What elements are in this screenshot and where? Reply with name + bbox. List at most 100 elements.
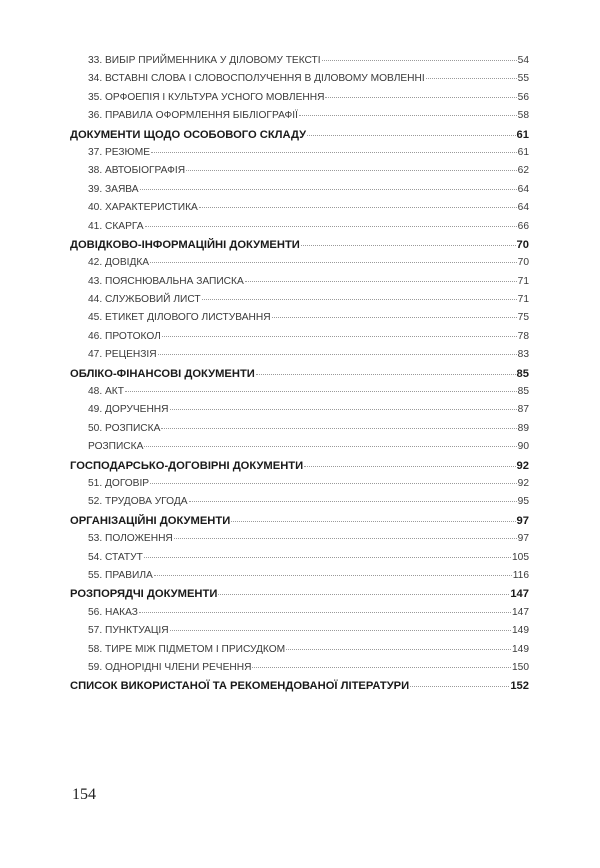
toc-title: 46. ПРОТОКОЛ xyxy=(88,330,161,342)
dot-leader xyxy=(271,317,517,319)
toc-page: 95 xyxy=(517,496,529,508)
toc-page: 97 xyxy=(516,514,529,527)
toc-page: 116 xyxy=(512,569,529,581)
toc-title: 59. ОДНОРІДНІ ЧЛЕНИ РЕЧЕННЯ xyxy=(88,661,252,673)
dot-leader xyxy=(201,299,517,301)
toc-page: 66 xyxy=(517,220,529,232)
toc-title: 45. ЕТИКЕТ ДІЛОВОГО ЛИСТУВАННЯ xyxy=(88,312,271,324)
toc-page: 64 xyxy=(517,183,529,195)
toc-page: 147 xyxy=(512,606,529,618)
toc-section-heading: ОБЛІКО-ФІНАНСОВІ ДОКУМЕНТИ 85 xyxy=(70,365,529,383)
toc-entry: 39. ЗАЯВА 64 xyxy=(70,181,529,199)
toc-title: 48. АКТ xyxy=(88,386,124,398)
toc-title: 56. НАКАЗ xyxy=(88,606,138,618)
dot-leader xyxy=(150,482,517,484)
dot-leader xyxy=(321,60,517,61)
toc-entry: 51. ДОГОВІР 92 xyxy=(70,475,529,493)
dot-leader xyxy=(300,244,516,246)
dot-leader xyxy=(153,574,512,576)
dot-leader xyxy=(173,538,517,540)
toc-page: 75 xyxy=(517,312,529,324)
toc-entry: 57. ПУНКТУАЦІЯ 149 xyxy=(70,622,529,640)
dot-leader xyxy=(161,335,517,337)
toc-title: 54. СТАТУТ xyxy=(88,551,143,563)
dot-leader xyxy=(144,446,517,448)
dot-leader xyxy=(186,170,517,172)
toc-page: 149 xyxy=(512,625,529,637)
toc-page: 55 xyxy=(517,73,529,85)
toc-section-heading: СПИСОК ВИКОРИСТАНОЇ ТА РЕКОМЕНДОВАНОЇ ЛІ… xyxy=(70,677,529,695)
toc-entry: 42. ДОВІДКА 70 xyxy=(70,254,529,272)
toc-entry: 55. ПРАВИЛА 116 xyxy=(70,567,529,585)
toc-page: 64 xyxy=(517,202,529,214)
toc-title: 52. ТРУДОВА УГОДА xyxy=(88,496,188,508)
toc-page: 92 xyxy=(517,477,529,489)
dot-leader xyxy=(198,207,517,209)
toc-title: 33. ВИБІР ПРИЙМЕННИКА У ДІЛОВОМУ ТЕКСТІ xyxy=(88,55,321,66)
dot-leader xyxy=(425,78,517,80)
dot-leader xyxy=(144,225,517,227)
dot-leader xyxy=(286,648,511,650)
toc-entry: 40. ХАРАКТЕРИСТИКА 64 xyxy=(70,199,529,217)
dot-leader xyxy=(150,262,517,264)
toc-title: 47. РЕЦЕНЗІЯ xyxy=(88,349,157,361)
toc-page: 61 xyxy=(516,128,529,141)
toc-title: 35. ОРФОЕПІЯ І КУЛЬТУРА УСНОГО МОВЛЕННЯ xyxy=(88,91,325,103)
toc-title: ДОВІДКОВО-ІНФОРМАЦІЙНІ ДОКУМЕНТИ xyxy=(70,238,300,251)
toc-page: 92 xyxy=(516,459,529,472)
toc-entry: 49. ДОРУЧЕННЯ 87 xyxy=(70,401,529,419)
toc-page: 149 xyxy=(512,643,529,655)
toc-title: 44. СЛУЖБОВИЙ ЛИСТ xyxy=(88,294,201,306)
toc-page: 90 xyxy=(517,441,529,453)
dot-leader xyxy=(138,611,511,613)
toc-entry: 37. РЕЗЮМЕ 61 xyxy=(70,144,529,162)
toc-title: 58. ТИРЕ МІЖ ПІДМЕТОМ І ПРИСУДКОМ xyxy=(88,643,286,655)
toc-page: 71 xyxy=(517,294,529,306)
page-number: 154 xyxy=(72,786,96,803)
toc-page: 150 xyxy=(512,661,529,673)
dot-leader xyxy=(252,666,511,668)
toc-title: 43. ПОЯСНЮВАЛЬНА ЗАПИСКА xyxy=(88,275,244,287)
dot-leader xyxy=(325,96,517,98)
toc-title: 42. ДОВІДКА xyxy=(88,257,150,269)
dot-leader xyxy=(143,556,511,558)
toc-entry: 54. СТАТУТ 105 xyxy=(70,549,529,567)
toc-title: РОЗПИСКА xyxy=(88,441,144,453)
toc-title: 40. ХАРАКТЕРИСТИКА xyxy=(88,202,198,214)
dot-leader xyxy=(307,134,516,136)
dot-leader xyxy=(157,354,517,356)
toc-page: 78 xyxy=(517,330,529,342)
dot-leader xyxy=(231,520,516,522)
toc-entry: 59. ОДНОРІДНІ ЧЛЕНИ РЕЧЕННЯ 150 xyxy=(70,659,529,677)
toc-page: 70 xyxy=(517,257,529,269)
toc-page: 61 xyxy=(517,146,529,158)
dot-leader xyxy=(304,465,516,467)
toc-title: 50. РОЗПИСКА xyxy=(88,422,161,434)
toc-page: 147 xyxy=(510,588,529,601)
dot-leader xyxy=(124,391,517,393)
toc-page: 152 xyxy=(510,680,529,693)
dot-leader xyxy=(244,280,517,282)
dot-leader xyxy=(298,115,517,117)
dot-leader xyxy=(255,373,516,375)
toc-title: ГОСПОДАРСЬКО-ДОГОВІРНІ ДОКУМЕНТИ xyxy=(70,459,304,472)
toc-section-heading: РОЗПОРЯДЧІ ДОКУМЕНТИ 147 xyxy=(70,585,529,603)
toc-title: 51. ДОГОВІР xyxy=(88,477,150,489)
toc-title: ОРГАНІЗАЦІЙНІ ДОКУМЕНТИ xyxy=(70,514,231,527)
dot-leader xyxy=(169,630,511,632)
toc-section-heading: ДОКУМЕНТИ ЩОДО ОСОБОВОГО СКЛАДУ 61 xyxy=(70,126,529,144)
toc-title: 37. РЕЗЮМЕ xyxy=(88,146,151,158)
dot-leader xyxy=(139,188,517,190)
toc-title: 49. ДОРУЧЕННЯ xyxy=(88,404,169,416)
toc-entry: 56. НАКАЗ 147 xyxy=(70,604,529,622)
toc-entry: РОЗПИСКА 90 xyxy=(70,438,529,456)
dot-leader xyxy=(169,409,517,411)
toc-title: 53. ПОЛОЖЕННЯ xyxy=(88,533,173,545)
toc-title: ОБЛІКО-ФІНАНСОВІ ДОКУМЕНТИ xyxy=(70,367,255,380)
toc-entry: 48. АКТ 85 xyxy=(70,383,529,401)
toc-title: 55. ПРАВИЛА xyxy=(88,569,153,581)
toc-page: 97 xyxy=(517,533,529,545)
toc-entry: 52. ТРУДОВА УГОДА 95 xyxy=(70,493,529,511)
toc-entry: 45. ЕТИКЕТ ДІЛОВОГО ЛИСТУВАННЯ 75 xyxy=(70,309,529,327)
toc-page: 71 xyxy=(517,275,529,287)
